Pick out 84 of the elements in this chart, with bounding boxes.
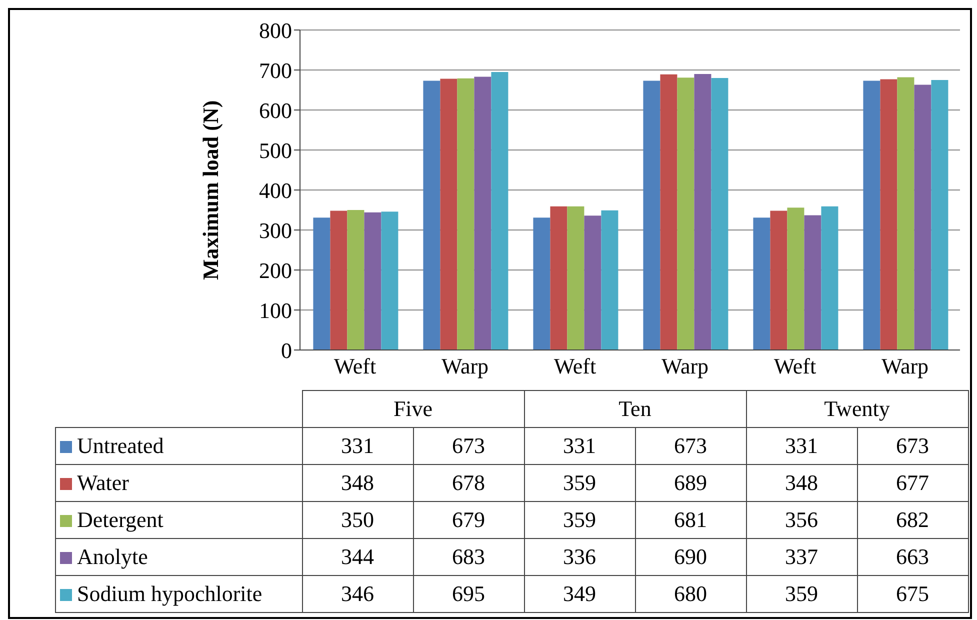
bar [313, 218, 330, 350]
data-label: 359 [524, 464, 635, 502]
bar [804, 215, 822, 350]
bar [880, 79, 898, 350]
data-label: 331 [524, 428, 635, 464]
bar [897, 77, 914, 350]
bar [931, 80, 948, 350]
data-label: 678 [413, 464, 524, 502]
bar [567, 206, 584, 350]
text: Twenty [746, 390, 968, 428]
bar [753, 218, 770, 350]
data-label: 681 [635, 502, 746, 538]
y-tick-label: 700 [259, 58, 292, 83]
bar [364, 212, 382, 350]
bar [457, 78, 474, 350]
data-label: 356 [746, 502, 857, 538]
legend-label: Water [56, 464, 302, 502]
legend-label: Untreated [56, 428, 302, 464]
bar [821, 206, 838, 350]
bar [550, 206, 568, 350]
data-label: 680 [635, 576, 746, 612]
data-label: 673 [635, 428, 746, 464]
x-tick-label: Warp [661, 354, 709, 379]
bar [330, 210, 348, 350]
text: Ten [524, 390, 746, 428]
x-tick-label: Warp [441, 354, 489, 379]
data-label: 331 [746, 428, 857, 464]
data-label: 682 [857, 502, 968, 538]
y-axis-title: Maximum load (N) [198, 100, 223, 280]
data-label: 331 [302, 428, 413, 464]
data-label: 350 [302, 502, 413, 538]
bar [711, 78, 728, 350]
y-tick-label: 200 [259, 258, 292, 283]
data-label: 673 [413, 428, 524, 464]
y-tick-label: 100 [259, 298, 292, 323]
data-label: 689 [635, 464, 746, 502]
data-label: 677 [857, 464, 968, 502]
text: Five [302, 390, 524, 428]
y-tick-label: 600 [259, 98, 292, 123]
data-label: 695 [413, 576, 524, 612]
data-label: 359 [746, 576, 857, 612]
bar [660, 74, 678, 350]
bar [863, 80, 880, 350]
data-label: 336 [524, 538, 635, 576]
legend-label: Anolyte [56, 538, 302, 576]
x-tick-label: Warp [881, 354, 929, 379]
data-label: 346 [302, 576, 413, 612]
bar [770, 210, 788, 350]
data-label: 679 [413, 502, 524, 538]
bar [694, 74, 712, 350]
data-label: 348 [746, 464, 857, 502]
bar [533, 218, 550, 350]
bar [677, 78, 694, 350]
bar [914, 84, 932, 350]
bar [601, 210, 618, 350]
bar [491, 72, 508, 350]
x-tick-label: Weft [774, 354, 816, 379]
legend-label: Detergent [56, 502, 302, 538]
bar [787, 208, 804, 350]
y-tick-label: 300 [259, 218, 292, 243]
y-tick-label: 500 [259, 138, 292, 163]
bar [423, 80, 440, 350]
data-label: 348 [302, 464, 413, 502]
y-tick-label: 800 [259, 18, 292, 43]
data-label: 683 [413, 538, 524, 576]
data-label: 349 [524, 576, 635, 612]
data-label: 337 [746, 538, 857, 576]
data-label: 690 [635, 538, 746, 576]
data-label: 344 [302, 538, 413, 576]
bar [584, 216, 602, 350]
data-label: 675 [857, 576, 968, 612]
y-tick-label: 400 [259, 178, 292, 203]
data-label: 673 [857, 428, 968, 464]
y-tick-label: 0 [281, 338, 292, 363]
data-label: 663 [857, 538, 968, 576]
data-label: 359 [524, 502, 635, 538]
legend-label: Sodium hypochlorite [56, 576, 302, 612]
bar [381, 212, 398, 350]
x-tick-label: Weft [554, 354, 596, 379]
bar [643, 80, 660, 350]
bar [440, 78, 458, 350]
bar [347, 210, 364, 350]
x-tick-label: Weft [334, 354, 376, 379]
bar [474, 76, 492, 350]
